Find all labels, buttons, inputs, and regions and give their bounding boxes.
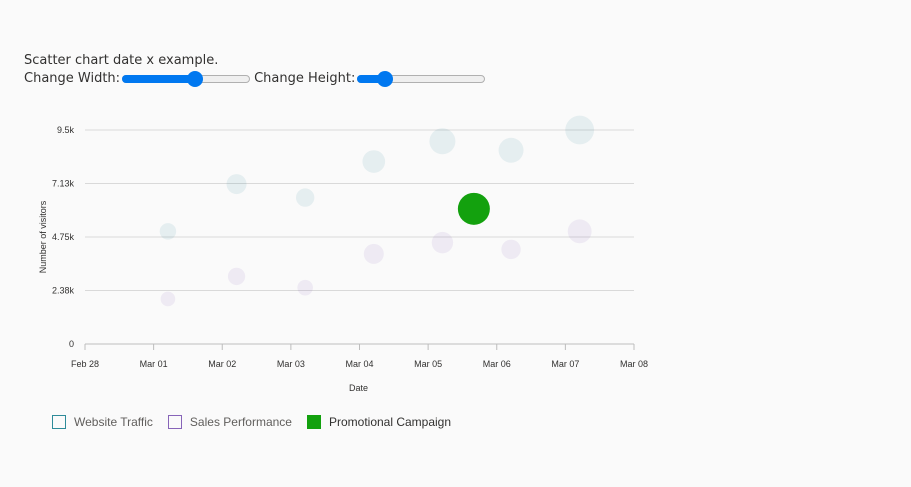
- data-point: [565, 115, 595, 145]
- data-point: [160, 291, 176, 307]
- height-slider-thumb[interactable]: [377, 71, 394, 87]
- width-slider[interactable]: [122, 71, 251, 87]
- x-tick-label: Mar 04: [345, 359, 373, 369]
- legend-label: Sales Performance: [189, 415, 292, 429]
- legend-item[interactable]: Promotional Campaign: [306, 415, 452, 429]
- x-tick-label: Feb 28: [71, 359, 99, 369]
- height-slider-label: Change Height:: [254, 71, 356, 86]
- scatter-chart: 0 2.38k 4.75k 7.13k 9.5k Feb 28 Mar 01 Mar 02 Ma…: [38, 115, 648, 393]
- width-slider-fill: [122, 75, 196, 83]
- x-tick-label: Mar 08: [620, 359, 648, 369]
- y-tick-label: 7.13k: [52, 179, 75, 189]
- y-tick-label: 9.5k: [57, 125, 75, 135]
- x-tick-label: Mar 02: [208, 359, 236, 369]
- data-point: [457, 192, 490, 225]
- x-axis-title: Date: [349, 383, 368, 393]
- intro-text: Scatter chart date x example.: [24, 53, 219, 68]
- data-point: [501, 239, 521, 260]
- legend-swatch: [306, 415, 321, 429]
- data-point: [295, 188, 315, 207]
- data-point: [227, 267, 246, 286]
- legend-label: Website Traffic: [74, 415, 153, 429]
- y-tick-label: 2.38k: [52, 286, 75, 296]
- chart-legend: Website Traffic Sales Performance Promotio…: [52, 415, 466, 429]
- data-point: [431, 231, 454, 254]
- data-point: [226, 174, 247, 195]
- data-point: [297, 279, 313, 296]
- x-tick-label: Mar 01: [140, 359, 168, 369]
- y-axis-title: Number of visitors: [38, 200, 48, 273]
- data-point: [498, 137, 524, 163]
- y-tick-label: 4.75k: [52, 232, 75, 242]
- data-point: [567, 219, 592, 244]
- legend-swatch: [167, 415, 182, 429]
- legend-label: Promotional Campaign: [328, 415, 452, 429]
- width-slider-thumb[interactable]: [187, 71, 204, 87]
- x-tick-label: Mar 05: [414, 359, 442, 369]
- data-point: [363, 243, 384, 264]
- legend-swatch: [52, 415, 66, 429]
- data-point: [159, 223, 177, 240]
- size-controls: Change Width: Change Height:: [24, 70, 489, 88]
- height-slider-fill: [357, 75, 386, 83]
- x-tick-label: Mar 03: [277, 359, 305, 369]
- x-tick-label: Mar 06: [483, 359, 511, 369]
- legend-item[interactable]: Sales Performance: [167, 415, 292, 429]
- data-point: [429, 128, 456, 155]
- x-tick-label: Mar 07: [551, 359, 579, 369]
- y-tick-label: 0: [69, 339, 74, 349]
- legend-item[interactable]: Website Traffic: [52, 415, 153, 429]
- data-point: [362, 150, 386, 173]
- width-slider-label: Change Width:: [24, 71, 121, 86]
- height-slider[interactable]: [357, 71, 486, 87]
